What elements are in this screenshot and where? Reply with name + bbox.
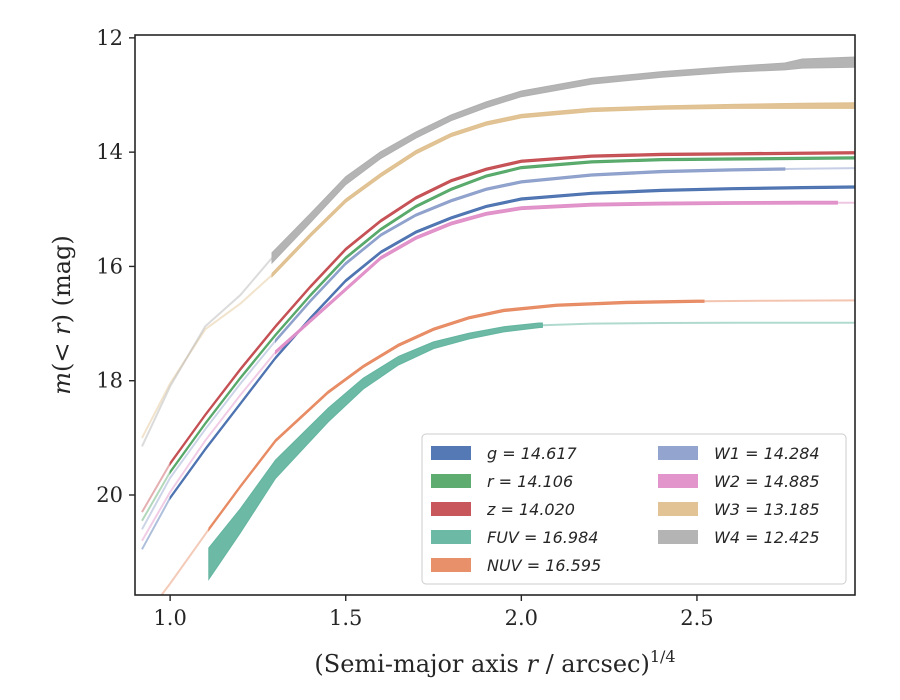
series-w3-extrapolated-inner (141, 274, 273, 439)
x-axis-label: (Semi-major axis r / arcsec)1/4 (314, 647, 675, 678)
y-axis-ticks: 12 14 16 18 20 (96, 26, 135, 507)
x-tick-label: 1.0 (153, 606, 186, 630)
series-g-band (169, 185, 855, 501)
series-z-extrapolated-inner (141, 463, 171, 513)
y-tick-label: 14 (96, 140, 123, 164)
series-w1-extrapolated-outer (784, 167, 855, 170)
legend-swatch-w2 (658, 474, 698, 488)
y-tick-label: 20 (96, 483, 123, 507)
series-w4-band (271, 56, 855, 265)
series-r (141, 156, 855, 522)
x-axis-ticks: 1.0 1.5 2.0 2.5 (153, 595, 714, 630)
series-g (141, 185, 855, 550)
series-w2 (141, 200, 855, 542)
series-w1-band (275, 167, 786, 344)
x-tick-label: 2.0 (505, 606, 538, 630)
plot-frame (134, 34, 856, 596)
legend-label-w3: W3 = 13.185 (714, 500, 820, 519)
series-w2-band (275, 200, 838, 355)
series-fuv-band (208, 322, 543, 581)
series-w4 (141, 56, 855, 447)
legend-swatch-z (431, 502, 471, 516)
series-w2-extrapolated-inner (141, 351, 277, 542)
legend-swatch-nuv (431, 558, 471, 572)
y-tick-label: 12 (96, 26, 123, 50)
legend-label-g: g = 14.617 (487, 444, 578, 463)
legend-frame (421, 433, 847, 585)
legend-label-nuv: NUV = 16.595 (487, 556, 601, 575)
x-tick-label: 2.5 (680, 606, 713, 630)
series-w3 (141, 102, 855, 439)
y-tick-label: 16 (96, 254, 123, 278)
legend-swatch-w1 (658, 446, 698, 460)
series-w1-extrapolated-inner (141, 340, 277, 530)
series-w1 (141, 167, 855, 530)
series-fuv (208, 321, 855, 581)
series-z-band (169, 151, 855, 467)
legend-label-w4: W4 = 12.425 (714, 528, 820, 547)
legend-swatch-r (431, 474, 471, 488)
series-nuv-extrapolated-outer (703, 299, 855, 303)
legend-swatch-fuv (431, 530, 471, 544)
series-nuv-extrapolated-inner (160, 528, 210, 595)
series-fuv-extrapolated-outer (542, 321, 855, 327)
series-z (141, 151, 855, 513)
y-tick-label: 18 (96, 369, 123, 393)
legend-swatch-w4 (658, 530, 698, 544)
series-r-extrapolated-inner (141, 471, 171, 522)
series-layer (141, 56, 855, 595)
legend-label-w2: W2 = 14.885 (714, 472, 820, 491)
y-axis-label: m(< r) (mag) (48, 235, 76, 395)
legend-label-z: z = 14.020 (486, 500, 575, 519)
series-w3-band (271, 102, 855, 278)
legend-swatch-w3 (658, 502, 698, 516)
legend-label-r: r = 14.106 (487, 472, 573, 491)
series-nuv-band (208, 299, 705, 532)
legend-label-fuv: FUV = 16.984 (487, 528, 598, 547)
legend: g = 14.617 r = 14.106 z = 14.020 FUV = 16.9… (421, 433, 847, 585)
series-w4-extrapolated-inner (141, 257, 273, 447)
legend-label-w1: W1 = 14.284 (714, 444, 820, 463)
series-g-extrapolated-inner (141, 497, 171, 550)
series-r-band (169, 156, 855, 475)
x-tick-label: 1.5 (329, 606, 362, 630)
series-nuv (160, 299, 855, 595)
legend-swatch-g (431, 446, 471, 460)
